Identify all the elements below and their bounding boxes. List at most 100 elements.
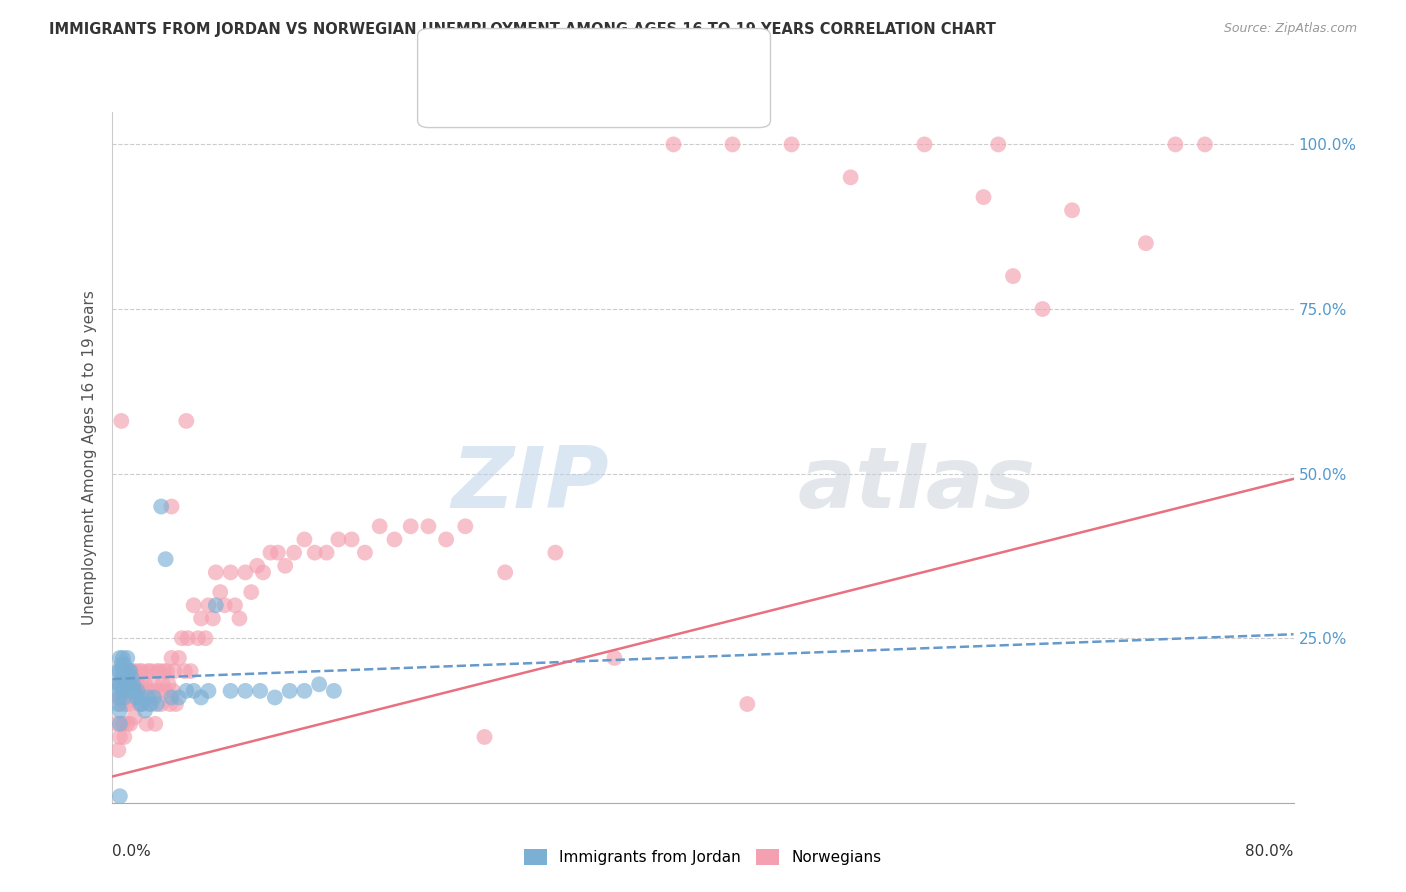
Point bbox=[292, 684, 315, 698]
Point bbox=[117, 671, 138, 685]
Point bbox=[267, 546, 290, 560]
Point bbox=[160, 500, 183, 514]
Point bbox=[141, 684, 163, 698]
Point bbox=[1001, 269, 1024, 284]
Point bbox=[146, 697, 169, 711]
Point bbox=[157, 677, 180, 691]
Point bbox=[127, 677, 149, 691]
Point bbox=[721, 137, 744, 152]
Point bbox=[129, 697, 152, 711]
Point bbox=[197, 599, 219, 613]
Point bbox=[112, 690, 135, 705]
Point bbox=[114, 697, 136, 711]
Point bbox=[128, 690, 150, 705]
Point bbox=[1032, 301, 1054, 316]
Point bbox=[114, 664, 136, 678]
Y-axis label: Unemployment Among Ages 16 to 19 years: Unemployment Among Ages 16 to 19 years bbox=[82, 290, 97, 624]
Point bbox=[131, 697, 153, 711]
Point bbox=[110, 414, 132, 428]
Point bbox=[108, 690, 131, 705]
Point bbox=[129, 677, 152, 691]
Point bbox=[183, 599, 205, 613]
Point bbox=[128, 697, 150, 711]
Point bbox=[201, 611, 224, 625]
Text: ■: ■ bbox=[443, 91, 464, 111]
Point bbox=[180, 664, 202, 678]
Point bbox=[121, 664, 143, 678]
Point bbox=[118, 664, 141, 678]
Point bbox=[160, 651, 183, 665]
Point bbox=[150, 500, 173, 514]
Point bbox=[105, 716, 128, 731]
Point bbox=[108, 730, 131, 744]
Point bbox=[780, 137, 803, 152]
Point bbox=[214, 599, 236, 613]
Point bbox=[146, 664, 169, 678]
Point bbox=[142, 677, 165, 691]
Point bbox=[205, 599, 228, 613]
Point bbox=[249, 684, 271, 698]
Point bbox=[111, 684, 134, 698]
Point bbox=[124, 664, 146, 678]
Point bbox=[323, 684, 346, 698]
Point bbox=[112, 671, 135, 685]
Point bbox=[117, 651, 138, 665]
Point bbox=[187, 631, 209, 645]
Point bbox=[839, 170, 862, 185]
Point bbox=[159, 697, 181, 711]
Point bbox=[121, 671, 143, 685]
Point bbox=[117, 677, 138, 691]
Point bbox=[107, 697, 129, 711]
Point bbox=[160, 690, 183, 705]
Point bbox=[603, 651, 626, 665]
Point bbox=[149, 664, 172, 678]
Point bbox=[170, 631, 193, 645]
Point bbox=[125, 690, 148, 705]
Point bbox=[328, 533, 350, 547]
Point bbox=[143, 716, 166, 731]
Point bbox=[737, 697, 759, 711]
Point bbox=[153, 664, 176, 678]
Point bbox=[274, 558, 297, 573]
Point bbox=[194, 631, 217, 645]
Point bbox=[122, 677, 145, 691]
Text: IMMIGRANTS FROM JORDAN VS NORWEGIAN UNEMPLOYMENT AMONG AGES 16 TO 19 YEARS CORRE: IMMIGRANTS FROM JORDAN VS NORWEGIAN UNEM… bbox=[49, 22, 995, 37]
Point bbox=[987, 137, 1010, 152]
Point bbox=[136, 690, 159, 705]
Point bbox=[108, 677, 131, 691]
Point bbox=[111, 684, 134, 698]
Text: N =: N = bbox=[572, 54, 606, 68]
Point bbox=[224, 599, 246, 613]
Point bbox=[308, 677, 330, 691]
Point bbox=[120, 677, 142, 691]
Point bbox=[112, 657, 135, 672]
Point bbox=[190, 690, 212, 705]
Point bbox=[135, 716, 157, 731]
Point bbox=[914, 137, 936, 152]
Point bbox=[399, 519, 422, 533]
Point bbox=[111, 664, 134, 678]
Point bbox=[124, 710, 146, 724]
Point bbox=[1164, 137, 1187, 152]
Point bbox=[131, 664, 153, 678]
Point bbox=[264, 690, 287, 705]
Point bbox=[112, 730, 135, 744]
Point bbox=[120, 664, 142, 678]
Point bbox=[252, 566, 274, 580]
Point bbox=[138, 697, 160, 711]
Point bbox=[368, 519, 391, 533]
Point bbox=[152, 677, 174, 691]
Point bbox=[155, 552, 177, 566]
Point bbox=[544, 546, 567, 560]
Point bbox=[111, 716, 134, 731]
Point bbox=[114, 677, 136, 691]
Point bbox=[155, 684, 177, 698]
Point bbox=[1194, 137, 1216, 152]
Point bbox=[150, 697, 173, 711]
Point bbox=[134, 704, 156, 718]
Point bbox=[283, 546, 305, 560]
Point bbox=[110, 697, 132, 711]
Text: 57: 57 bbox=[616, 54, 637, 68]
Point bbox=[1062, 203, 1084, 218]
Point bbox=[174, 414, 197, 428]
